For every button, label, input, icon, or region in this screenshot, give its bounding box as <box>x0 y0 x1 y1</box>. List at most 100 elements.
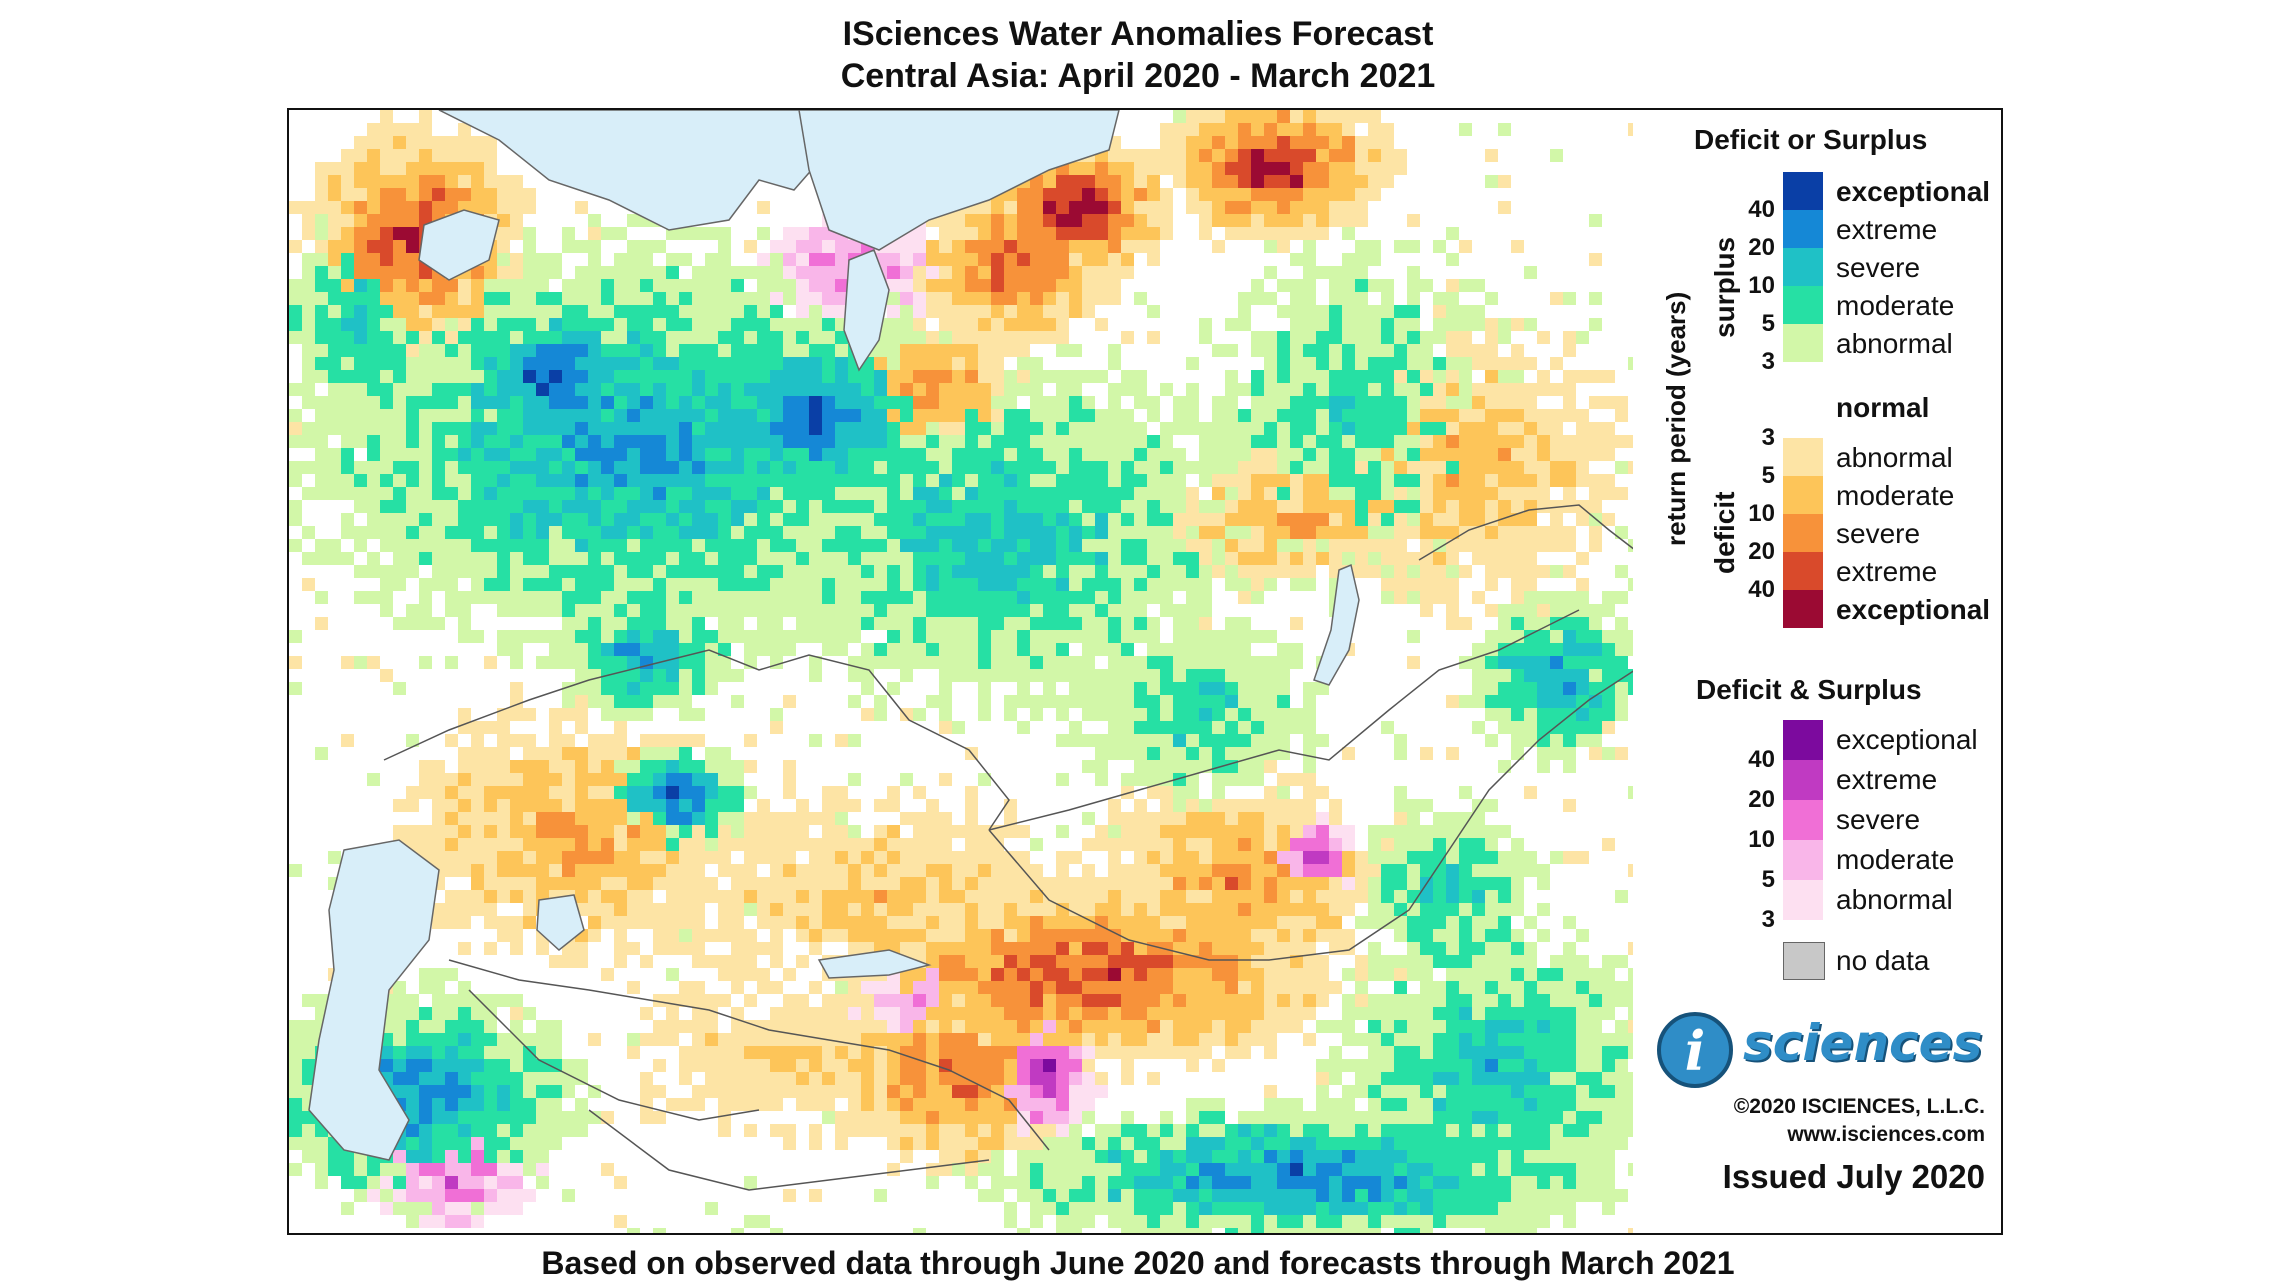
map-cell <box>588 357 601 370</box>
map-cell <box>1199 617 1212 630</box>
map-cell <box>458 773 471 786</box>
map-cell <box>1043 318 1056 331</box>
map-cell <box>458 747 471 760</box>
map-cell <box>1199 201 1212 214</box>
map-cell <box>926 240 939 253</box>
map-cell <box>1186 838 1199 851</box>
map-cell <box>1316 812 1329 825</box>
map-cell <box>1056 643 1069 656</box>
map-cell <box>1108 487 1121 500</box>
map-cell <box>328 487 341 500</box>
map-cell <box>939 773 952 786</box>
map-cell <box>1550 448 1563 461</box>
map-cell <box>354 240 367 253</box>
map-cell <box>1017 578 1030 591</box>
map-cell <box>1628 357 1635 370</box>
map-cell <box>1446 331 1459 344</box>
map-cell <box>289 383 302 396</box>
map-cell <box>1173 903 1186 916</box>
map-cell <box>939 240 952 253</box>
map-cell <box>1628 461 1635 474</box>
map-cell <box>1238 656 1251 669</box>
map-cell <box>471 903 484 916</box>
map-cell <box>341 370 354 383</box>
map-cell <box>1212 708 1225 721</box>
map-cell <box>1095 578 1108 591</box>
map-cell <box>692 669 705 682</box>
map-cell <box>406 149 419 162</box>
map-cell <box>1563 643 1576 656</box>
map-cell <box>1030 435 1043 448</box>
map-cell <box>1290 110 1303 123</box>
map-cell <box>458 799 471 812</box>
map-cell <box>601 370 614 383</box>
map-cell <box>1524 708 1537 721</box>
map-cell <box>1199 799 1212 812</box>
map-cell <box>627 916 640 929</box>
map-cell <box>432 799 445 812</box>
map-cell <box>393 474 406 487</box>
map-cell <box>705 994 718 1007</box>
map-cell <box>1238 669 1251 682</box>
map-cell <box>1004 708 1017 721</box>
map-cell <box>1056 656 1069 669</box>
map-cell <box>289 201 302 214</box>
map-cell <box>432 916 445 929</box>
map-cell <box>679 929 692 942</box>
map-cell <box>1498 539 1511 552</box>
map-cell <box>1316 396 1329 409</box>
map-cell <box>1264 682 1277 695</box>
map-cell <box>835 422 848 435</box>
map-cell <box>1511 487 1524 500</box>
map-cell <box>1433 383 1446 396</box>
map-cell <box>1563 474 1576 487</box>
map-cell <box>679 578 692 591</box>
map-cell <box>1238 175 1251 188</box>
map-cell <box>1381 123 1394 136</box>
map-cell <box>861 461 874 474</box>
map-cell <box>1277 435 1290 448</box>
map-cell <box>757 643 770 656</box>
map-cell <box>952 877 965 890</box>
map-cell <box>354 487 367 500</box>
map-cell <box>549 370 562 383</box>
map-cell <box>1459 409 1472 422</box>
map-cell <box>783 604 796 617</box>
map-cell <box>367 396 380 409</box>
map-cell <box>1277 279 1290 292</box>
map-cell <box>1004 578 1017 591</box>
map-cell <box>1303 825 1316 838</box>
map-cell <box>692 500 705 513</box>
map-cell <box>1056 981 1069 994</box>
map-cell <box>744 552 757 565</box>
map-cell <box>1043 643 1056 656</box>
map-cell <box>484 162 497 175</box>
map-cell <box>536 851 549 864</box>
map-cell <box>783 578 796 591</box>
map-cell <box>1381 175 1394 188</box>
map-cell <box>484 747 497 760</box>
map-cell <box>419 331 432 344</box>
map-cell <box>1095 955 1108 968</box>
map-cell <box>1186 188 1199 201</box>
map-cell <box>1173 149 1186 162</box>
map-cell <box>1290 617 1303 630</box>
map-cell <box>1238 929 1251 942</box>
map-cell <box>1368 331 1381 344</box>
map-cell <box>1446 396 1459 409</box>
map-cell <box>393 981 406 994</box>
map-cell <box>1550 565 1563 578</box>
map-cell <box>1615 591 1628 604</box>
map-cell <box>497 760 510 773</box>
map-cell <box>926 487 939 500</box>
map-cell <box>1069 591 1082 604</box>
map-cell <box>1329 344 1342 357</box>
map-cell <box>1173 617 1186 630</box>
map-cell <box>419 825 432 838</box>
map-cell <box>588 513 601 526</box>
map-cell <box>1199 591 1212 604</box>
map-cell <box>575 370 588 383</box>
map-cell <box>835 461 848 474</box>
map-cell <box>1160 500 1173 513</box>
map-cell <box>614 305 627 318</box>
